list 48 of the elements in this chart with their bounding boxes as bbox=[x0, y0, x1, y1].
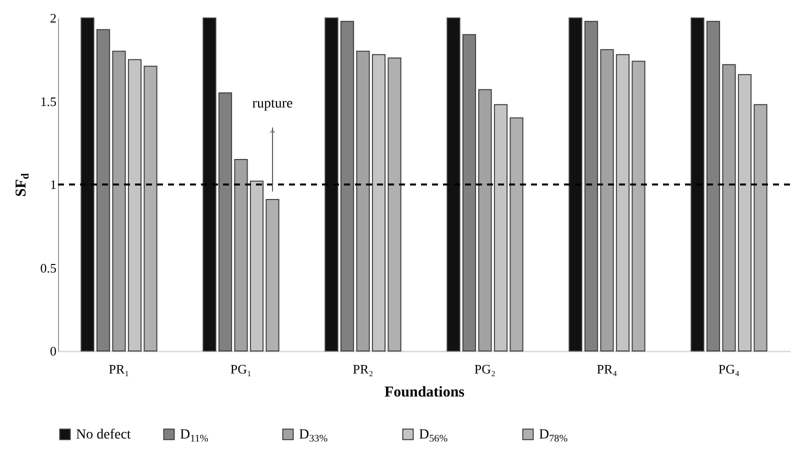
bar bbox=[250, 180, 264, 352]
bar bbox=[738, 74, 752, 352]
x-tick-label: PG₄ bbox=[718, 362, 740, 376]
x-axis-title: Foundations bbox=[384, 384, 465, 400]
bar bbox=[706, 20, 720, 352]
legend-label: D$_{56%}$ bbox=[419, 427, 448, 444]
x-tick-label: PR₁ bbox=[108, 362, 130, 376]
bar bbox=[600, 49, 614, 352]
y-tick-label: 1.5 bbox=[40, 94, 56, 109]
bar bbox=[510, 117, 524, 352]
bar bbox=[112, 50, 126, 352]
y-tick-label: 1 bbox=[50, 177, 56, 192]
bar bbox=[356, 50, 370, 352]
bar bbox=[324, 18, 338, 352]
bar bbox=[616, 54, 630, 352]
bar bbox=[340, 20, 354, 352]
bar bbox=[80, 18, 94, 352]
bar bbox=[218, 92, 232, 352]
x-tick-label: PR₄ bbox=[596, 362, 618, 376]
x-tick-label: PR₂ bbox=[352, 362, 374, 376]
bar bbox=[128, 59, 142, 352]
bar bbox=[584, 20, 598, 352]
bar bbox=[478, 89, 492, 352]
x-tick-label: PG₁ bbox=[230, 362, 252, 376]
y-tick-label: 0.5 bbox=[40, 260, 56, 276]
bar bbox=[446, 18, 460, 352]
x-tick-label: PG₂ bbox=[474, 362, 496, 376]
legend-label: D$_{11%}$ bbox=[180, 427, 209, 444]
bar bbox=[96, 29, 110, 352]
bar bbox=[722, 64, 736, 352]
bar bbox=[494, 104, 508, 352]
bar bbox=[754, 104, 768, 352]
bar bbox=[234, 159, 248, 352]
y-tick-label: 0 bbox=[50, 344, 56, 358]
bar bbox=[372, 54, 386, 352]
bar bbox=[690, 18, 704, 352]
bar bbox=[568, 18, 582, 352]
legend-label: No defect bbox=[76, 427, 131, 442]
y-tick-label: 2 bbox=[50, 10, 56, 26]
bar bbox=[462, 34, 476, 352]
bar bbox=[632, 60, 646, 352]
bar bbox=[202, 18, 216, 352]
bar bbox=[266, 198, 280, 352]
annotation: rupture bbox=[252, 96, 293, 112]
bar bbox=[144, 66, 158, 352]
legend-label: D$_{33%}$ bbox=[299, 427, 328, 444]
bar bbox=[388, 57, 402, 352]
legend-label: D$_{78%}$ bbox=[539, 427, 568, 444]
